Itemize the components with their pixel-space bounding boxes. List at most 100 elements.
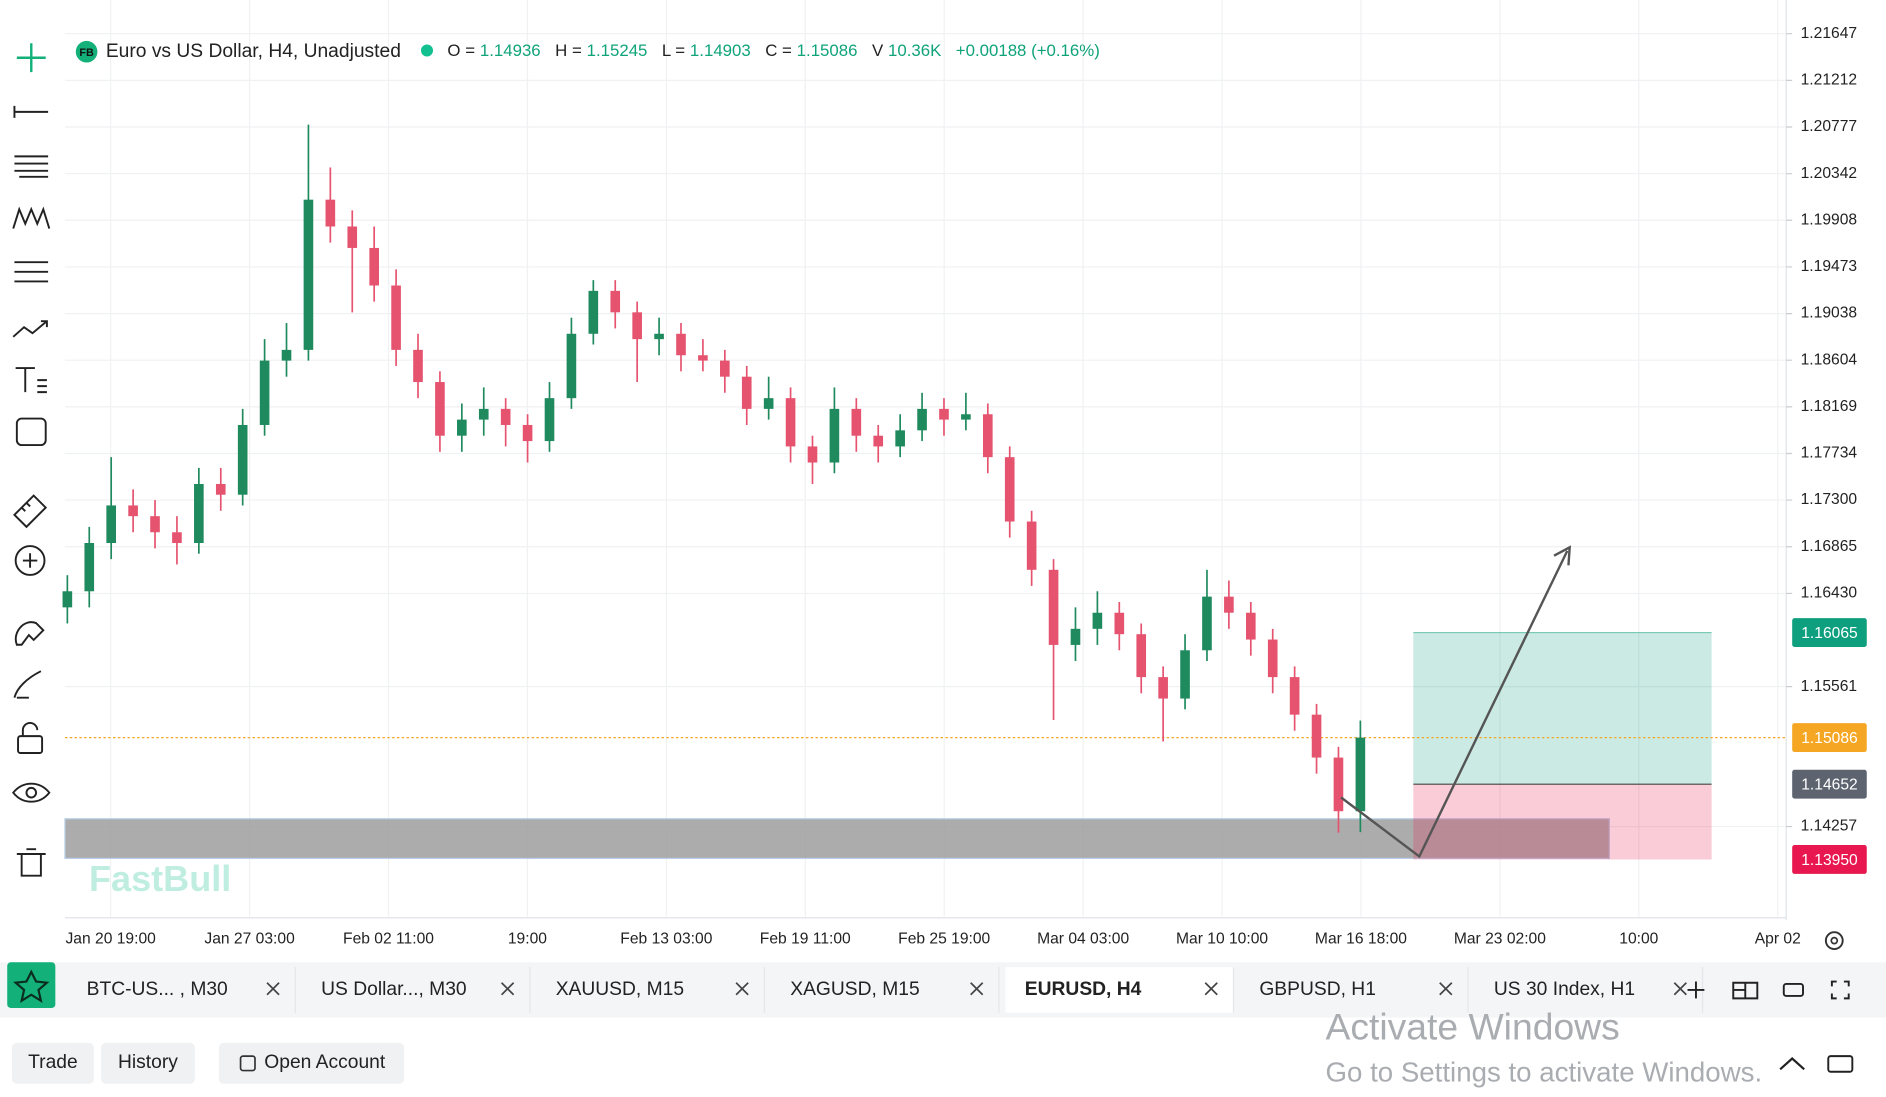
fullscreen[interactable] [1830, 980, 1850, 1000]
y-tick-label: 1.21212 [1801, 71, 1857, 88]
tab-close[interactable] [1439, 982, 1453, 996]
tab-label: EURUSD, H4 [1024, 979, 1142, 1000]
emoji-tool[interactable] [15, 417, 47, 447]
arrow-head [1553, 545, 1572, 566]
candle-body [566, 333, 577, 399]
fib-tool[interactable] [14, 155, 49, 178]
split-layout[interactable] [1732, 981, 1759, 1000]
expand-panel[interactable] [1779, 1057, 1805, 1071]
candle-body [1136, 634, 1147, 678]
ohlc-text: O = [447, 41, 475, 60]
tab[interactable]: XAGUSD, M15 [771, 967, 1000, 1013]
panel-toggle[interactable] [1827, 1055, 1854, 1073]
candle-body [1202, 596, 1212, 651]
x-tick-label: Mar 16 18:00 [1315, 931, 1407, 948]
tab[interactable]: BTC-US... , M30 [67, 967, 296, 1013]
text-tool[interactable] [15, 367, 47, 394]
brush-tool[interactable] [13, 670, 42, 699]
x-tick-label: Feb 02 11:00 [343, 931, 434, 948]
candle-body [1180, 650, 1190, 699]
layout-icons [1687, 980, 1850, 1000]
support-zone [64, 818, 1610, 860]
single-layout[interactable] [1782, 982, 1804, 997]
account-icon [239, 1055, 256, 1072]
close-glyph [266, 982, 280, 996]
tab[interactable]: XAUUSD, M15 [536, 967, 765, 1013]
watermark: FastBull [89, 858, 231, 899]
price-tag-label: 1.14652 [1801, 777, 1857, 794]
candle-body [522, 424, 533, 442]
y-tick-label: 1.18169 [1801, 398, 1857, 415]
y-tick-label: 1.21647 [1801, 25, 1857, 42]
pattern-tool[interactable] [12, 206, 51, 229]
open-account-button[interactable]: Open Account [218, 1042, 405, 1084]
candle-body [895, 430, 905, 447]
x-tick-label: Feb 25 19:00 [898, 931, 990, 948]
tab-label: XAUUSD, M15 [555, 979, 685, 1000]
candle-body [1114, 612, 1125, 635]
bottom-bar: Trade History Open Account [0, 1028, 1886, 1097]
add-tab[interactable] [1687, 981, 1705, 999]
trend-tool[interactable] [12, 320, 48, 338]
star [13, 969, 50, 1004]
ohlc-text: 1.15086 [797, 41, 858, 60]
tab-close[interactable] [1204, 982, 1218, 996]
eye-tool[interactable] [11, 782, 51, 803]
settings-icon[interactable] [1824, 931, 1844, 951]
tab[interactable]: US Dollar..., M30 [302, 967, 531, 1013]
lock-tool[interactable] [17, 735, 44, 754]
close-glyph [970, 982, 984, 996]
close-glyph [1204, 982, 1218, 996]
tab-close[interactable] [735, 982, 749, 996]
candle-body [544, 398, 555, 442]
tab-close[interactable] [969, 982, 984, 996]
profit-zone [1413, 632, 1712, 785]
candle-body [588, 290, 599, 334]
candle-body [1092, 612, 1103, 629]
x-tick-label: Jan 27 03:00 [204, 931, 295, 948]
tab-close[interactable] [266, 982, 280, 996]
candle-body [478, 408, 489, 420]
tab[interactable]: EURUSD, H4 [1005, 967, 1235, 1013]
trade-button[interactable]: Trade [12, 1042, 94, 1084]
settings[interactable] [1824, 931, 1844, 951]
candle-body [763, 398, 774, 409]
candle-body [1048, 569, 1059, 645]
candle-body [720, 360, 730, 377]
crosshair-tool[interactable] [16, 43, 46, 73]
trash-tool[interactable] [16, 848, 46, 877]
candle-body [106, 505, 116, 543]
x-tick-label: Feb 19 11:00 [760, 931, 851, 948]
x-tick-label: Feb 13 03:00 [620, 931, 712, 948]
zoom-tool[interactable] [14, 545, 46, 576]
price-tag-label: 1.16065 [1801, 625, 1858, 642]
candle-body [281, 349, 292, 361]
eye-pupil [25, 786, 38, 799]
magnet-tool[interactable] [14, 621, 45, 646]
ohlc-text: C = [765, 41, 792, 60]
tab[interactable]: GBPUSD, H1 [1240, 967, 1469, 1013]
candle-body [391, 285, 401, 350]
candle-body [347, 226, 358, 248]
lock-shackle [21, 722, 39, 737]
account-icon-box [239, 1055, 256, 1072]
history-button[interactable]: History [101, 1042, 195, 1084]
favorites-button[interactable] [7, 962, 56, 1008]
tab-label: US Dollar..., M30 [321, 979, 467, 1000]
activation-hint: Go to Settings to activate Windows. [1325, 1056, 1763, 1088]
x-tick-label: Jan 20 19:00 [65, 931, 156, 948]
candle-body [851, 408, 862, 436]
candle-body [172, 532, 182, 543]
candle-body [676, 333, 686, 356]
tab-close[interactable] [500, 982, 515, 996]
candle-body [961, 414, 971, 420]
channel-tool[interactable] [14, 261, 49, 283]
price-tag [1792, 723, 1867, 753]
tab-close[interactable] [1673, 982, 1687, 996]
candle-body [500, 408, 511, 425]
line-tool[interactable] [13, 105, 49, 118]
candle-body [413, 349, 423, 383]
ruler-tool[interactable] [13, 494, 48, 529]
candle-body [1245, 612, 1256, 640]
tab-bar: BTC-US... , M30 US Dollar..., M30 XAUUSD, … [0, 962, 1886, 1018]
